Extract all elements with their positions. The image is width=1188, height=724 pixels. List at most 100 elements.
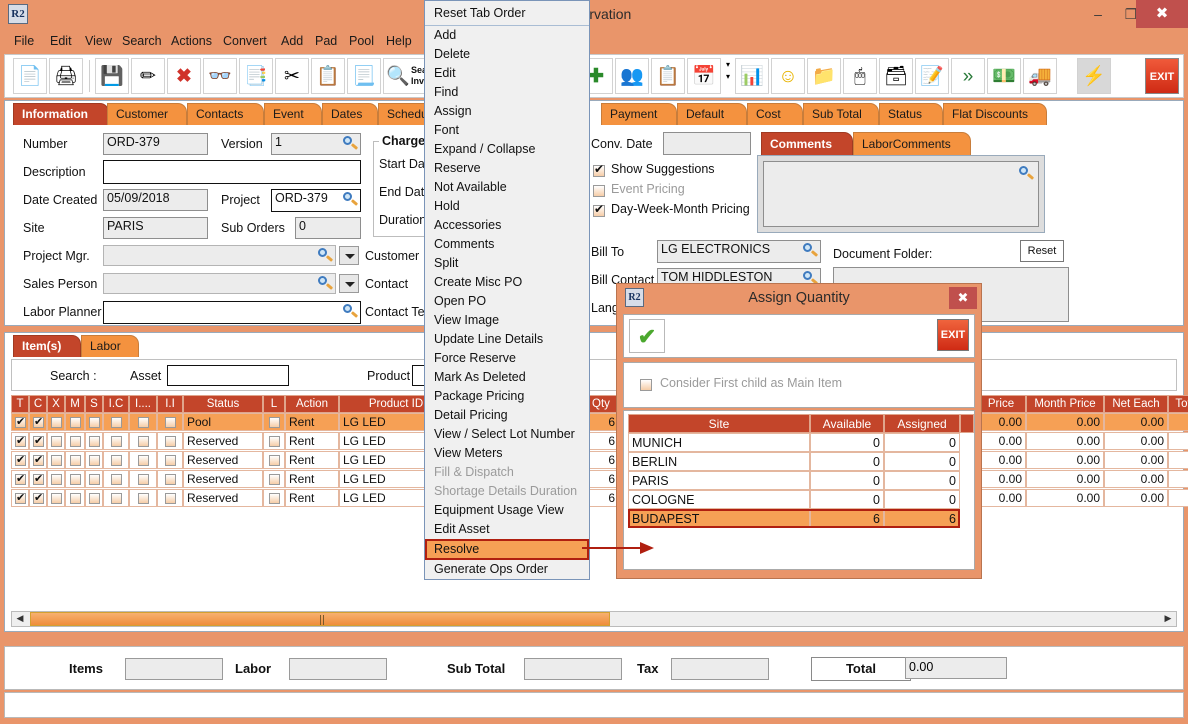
clipboard-edit-icon[interactable]: 📋	[651, 58, 685, 94]
menu-item-assign[interactable]: Assign	[434, 104, 472, 118]
row-checkbox-m[interactable]	[70, 417, 81, 428]
cell-action[interactable]: Rent	[285, 451, 339, 469]
binoculars-find-icon[interactable]: 👓	[203, 58, 237, 94]
table-row[interactable]	[65, 451, 85, 469]
project-mgr-search-icon[interactable]	[316, 247, 333, 264]
table-row[interactable]	[157, 470, 183, 488]
tab-information[interactable]: Information	[13, 103, 109, 125]
cell-month-price[interactable]: 0.00	[1026, 451, 1104, 469]
col-header-net-each[interactable]: Net Each	[1104, 395, 1168, 413]
row-checkbox-m[interactable]	[70, 493, 81, 504]
table-row[interactable]	[263, 451, 285, 469]
col-header-c[interactable]: C	[29, 395, 47, 413]
row-checkbox-s[interactable]	[89, 493, 100, 504]
table-row[interactable]	[29, 413, 47, 431]
table-row[interactable]	[65, 470, 85, 488]
cell-month-price[interactable]: 0.00	[1026, 432, 1104, 450]
col-header-x[interactable]: X	[47, 395, 65, 413]
subtab-comments[interactable]: Comments	[761, 132, 853, 156]
tab-event[interactable]: Event	[264, 103, 322, 125]
table-row[interactable]	[47, 432, 65, 450]
bill-contact-search-icon[interactable]	[801, 270, 818, 287]
dialog-col-header-site[interactable]: Site	[628, 414, 810, 433]
menu-search[interactable]: Search	[122, 34, 162, 48]
dialog-close-button[interactable]: ✖	[949, 287, 977, 309]
new-document-icon[interactable]: 📄	[13, 58, 47, 94]
table-row[interactable]	[103, 489, 129, 507]
database-add-icon[interactable]: 🗃	[879, 58, 913, 94]
sales-person-search-icon[interactable]	[316, 275, 333, 292]
close-button[interactable]: ✖	[1136, 0, 1188, 28]
row-checkbox-t[interactable]	[15, 452, 26, 468]
menu-item-equipment-usage-view[interactable]: Equipment Usage View	[434, 503, 564, 517]
table-row[interactable]	[103, 432, 129, 450]
project-mgr-field[interactable]	[103, 245, 336, 266]
cell-month-price[interactable]: 0.00	[1026, 470, 1104, 488]
menu-item-create-misc-po[interactable]: Create Misc PO	[434, 275, 523, 289]
row-checkbox-c[interactable]	[33, 414, 44, 430]
table-row[interactable]	[11, 489, 29, 507]
row-checkbox-ii[interactable]	[165, 417, 176, 428]
project-field[interactable]: ORD-379	[271, 189, 361, 212]
total-button[interactable]: Total	[811, 657, 911, 681]
cell-total[interactable]	[1168, 432, 1188, 450]
table-row[interactable]	[29, 489, 47, 507]
tab-cost[interactable]: Cost	[747, 103, 803, 125]
sales-person-field[interactable]	[103, 273, 336, 294]
bill-to-search-icon[interactable]	[801, 242, 818, 259]
menu-item-accessories[interactable]: Accessories	[434, 218, 502, 232]
dialog-cell-site[interactable]: COLOGNE	[628, 490, 810, 509]
table-row[interactable]	[157, 413, 183, 431]
dialog-cell-available[interactable]: 0	[810, 471, 884, 490]
table-row[interactable]	[47, 451, 65, 469]
menu-item-expand-collapse[interactable]: Expand / Collapse	[434, 142, 536, 156]
row-checkbox-t[interactable]	[15, 471, 26, 487]
calendar-dropdown-icon[interactable]: ▾ ▾	[721, 58, 735, 94]
smiley-icon[interactable]: ☺	[771, 58, 805, 94]
table-row[interactable]	[129, 489, 157, 507]
menu-item-update-line-details[interactable]: Update Line Details	[434, 332, 544, 346]
menu-item-view-image[interactable]: View Image	[434, 313, 500, 327]
copy-icon[interactable]: 📋	[311, 58, 345, 94]
row-checkbox-ic[interactable]	[111, 493, 122, 504]
items-total-field[interactable]	[125, 658, 223, 680]
cell-status[interactable]: Reserved	[183, 451, 263, 469]
dialog-exit-button[interactable]: EXIT	[937, 319, 969, 351]
row-checkbox-s[interactable]	[89, 455, 100, 466]
col-header-status[interactable]: Status	[183, 395, 263, 413]
mouse-icon[interactable]: 🖱	[843, 58, 877, 94]
row-checkbox-ic[interactable]	[111, 436, 122, 447]
menu-item-view-meters[interactable]: View Meters	[434, 446, 503, 460]
version-search-icon[interactable]	[341, 135, 358, 152]
table-row[interactable]	[263, 470, 285, 488]
reports-icon[interactable]: 📊	[735, 58, 769, 94]
table-row[interactable]	[47, 470, 65, 488]
row-checkbox-l[interactable]	[269, 436, 280, 447]
row-checkbox-l[interactable]	[269, 474, 280, 485]
table-row[interactable]	[129, 451, 157, 469]
cut-scissors-icon[interactable]: ✂	[275, 58, 309, 94]
row-checkbox-l[interactable]	[269, 493, 280, 504]
menu-view[interactable]: View	[85, 34, 112, 48]
table-row[interactable]	[65, 489, 85, 507]
row-checkbox-l[interactable]	[269, 417, 280, 428]
row-checkbox-s[interactable]	[89, 436, 100, 447]
cell-price[interactable]: 0.00	[976, 470, 1026, 488]
dialog-cell-assigned[interactable]: 0	[884, 471, 960, 490]
table-row[interactable]	[103, 451, 129, 469]
cell-action[interactable]: Rent	[285, 413, 339, 431]
row-checkbox-x[interactable]	[51, 436, 62, 447]
table-row[interactable]	[263, 432, 285, 450]
number-field[interactable]: ORD-379	[103, 133, 208, 155]
tab-labor[interactable]: Labor	[81, 335, 139, 357]
cell-total[interactable]	[1168, 413, 1188, 431]
row-checkbox-ii[interactable]	[165, 493, 176, 504]
table-row[interactable]	[157, 489, 183, 507]
site-field[interactable]: PARIS	[103, 217, 208, 239]
dialog-cell-site[interactable]: BERLIN	[628, 452, 810, 471]
row-checkbox-c[interactable]	[33, 452, 44, 468]
row-checkbox-s[interactable]	[89, 474, 100, 485]
menu-item-open-po[interactable]: Open PO	[434, 294, 487, 308]
dialog-cell-assigned[interactable]: 0	[884, 490, 960, 509]
row-checkbox-c[interactable]	[33, 471, 44, 487]
